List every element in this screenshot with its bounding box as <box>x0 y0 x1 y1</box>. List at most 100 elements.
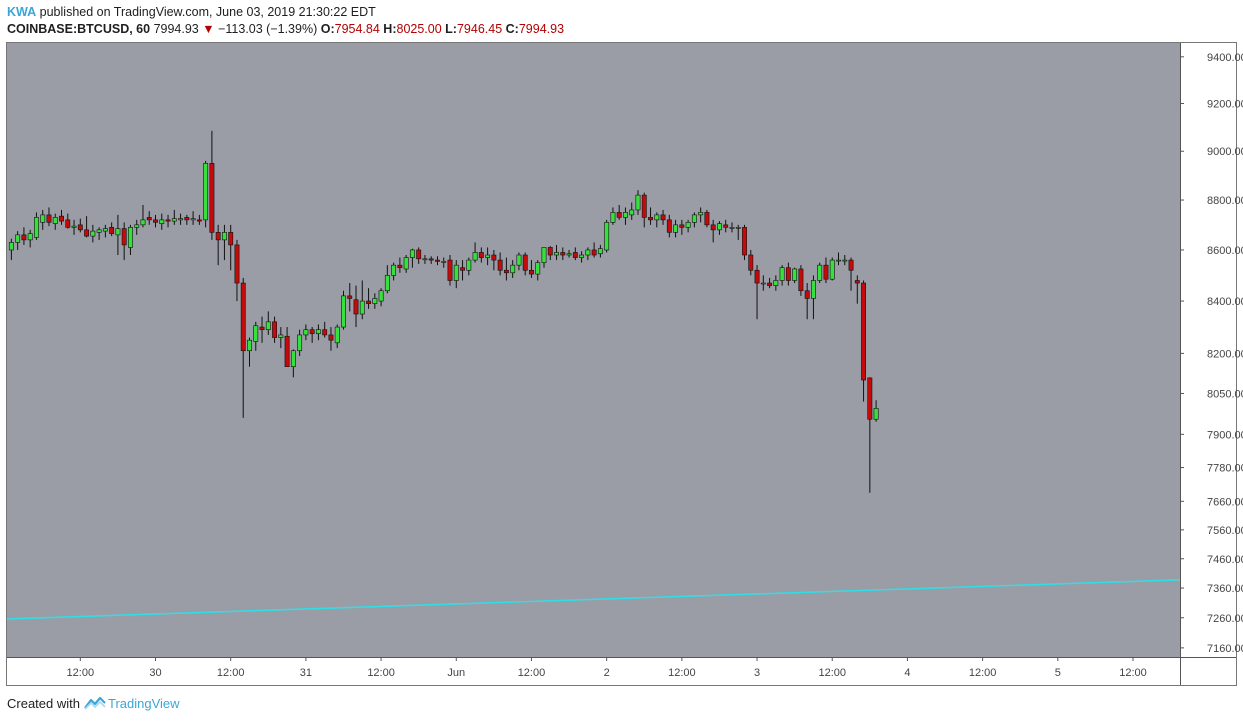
candle[interactable] <box>748 249 754 276</box>
candle[interactable] <box>792 267 798 284</box>
candle[interactable] <box>391 262 397 281</box>
candle[interactable] <box>109 222 115 237</box>
candle[interactable] <box>46 207 52 227</box>
candle[interactable] <box>516 252 522 271</box>
candle[interactable] <box>754 265 760 320</box>
candle[interactable] <box>322 321 328 338</box>
candle[interactable] <box>861 280 866 402</box>
candle[interactable] <box>623 207 628 225</box>
candle[interactable] <box>171 209 177 225</box>
candle[interactable] <box>560 247 566 261</box>
candle[interactable] <box>416 247 422 264</box>
candle[interactable] <box>529 260 534 278</box>
candle[interactable] <box>134 219 140 235</box>
candle[interactable] <box>660 209 666 225</box>
candle[interactable] <box>572 247 578 261</box>
candle[interactable] <box>785 262 791 286</box>
candle[interactable] <box>591 242 597 258</box>
tradingview-brand-link[interactable]: TradingView <box>107 696 180 711</box>
candle[interactable] <box>353 285 359 328</box>
candle[interactable] <box>71 219 77 235</box>
candle[interactable] <box>829 257 835 281</box>
candle[interactable] <box>77 218 83 233</box>
candle[interactable] <box>635 190 641 215</box>
candle[interactable] <box>779 265 785 286</box>
candle[interactable] <box>65 213 71 229</box>
candle[interactable] <box>121 222 127 261</box>
candle[interactable] <box>366 288 371 309</box>
candle[interactable] <box>403 255 409 273</box>
candle[interactable] <box>836 252 841 266</box>
candle[interactable] <box>115 214 121 256</box>
candle[interactable] <box>510 260 516 278</box>
candle[interactable] <box>40 209 46 230</box>
candle[interactable] <box>673 219 679 238</box>
candle[interactable] <box>52 213 58 230</box>
candle[interactable] <box>854 275 860 304</box>
candle[interactable] <box>334 324 340 349</box>
candle[interactable] <box>222 224 227 261</box>
candle[interactable] <box>873 400 879 422</box>
candle[interactable] <box>460 260 465 281</box>
candle[interactable] <box>178 213 183 225</box>
candle[interactable] <box>723 219 729 233</box>
candle[interactable] <box>717 221 722 235</box>
candle[interactable] <box>579 251 585 263</box>
candle[interactable] <box>159 213 165 230</box>
candle[interactable] <box>259 316 265 343</box>
candle[interactable] <box>196 214 202 225</box>
candle[interactable] <box>648 207 653 225</box>
candle[interactable] <box>90 224 96 243</box>
candle[interactable] <box>228 224 234 271</box>
candle[interactable] <box>685 219 691 233</box>
candle[interactable] <box>485 247 491 266</box>
candle[interactable] <box>272 316 277 343</box>
candle[interactable] <box>597 244 603 258</box>
candle[interactable] <box>409 248 415 268</box>
candle[interactable] <box>610 207 616 225</box>
candle[interactable] <box>804 283 810 320</box>
candle[interactable] <box>691 212 697 228</box>
candle[interactable] <box>96 227 102 240</box>
candle[interactable] <box>247 337 252 367</box>
candle[interactable] <box>84 216 90 238</box>
candle[interactable] <box>867 377 873 493</box>
candle[interactable] <box>811 275 816 320</box>
candle[interactable] <box>372 293 378 309</box>
candle[interactable] <box>284 327 290 367</box>
candle[interactable] <box>153 214 158 228</box>
candle[interactable] <box>535 260 541 281</box>
candle[interactable] <box>8 238 14 261</box>
candle[interactable] <box>341 290 346 330</box>
trendline[interactable] <box>6 579 1181 620</box>
candle[interactable] <box>604 219 610 253</box>
candle[interactable] <box>253 321 259 351</box>
candle[interactable] <box>466 257 472 276</box>
candle[interactable] <box>34 212 39 240</box>
candle[interactable] <box>472 242 478 263</box>
candle[interactable] <box>359 280 365 320</box>
candle[interactable] <box>303 324 309 341</box>
candle[interactable] <box>215 224 221 266</box>
candle[interactable] <box>478 247 484 263</box>
candle[interactable] <box>497 252 503 276</box>
candle[interactable] <box>547 246 553 261</box>
candle[interactable] <box>823 257 829 284</box>
candle[interactable] <box>767 277 773 289</box>
candle[interactable] <box>140 204 146 228</box>
price-axis[interactable]: 9400.00 9200.00 9000.00 8800.00 8600.00 8400.… <box>1180 52 1243 655</box>
candle[interactable] <box>704 209 710 228</box>
candle[interactable] <box>209 130 215 240</box>
candle[interactable] <box>146 211 152 225</box>
candle[interactable] <box>165 214 171 228</box>
candle[interactable] <box>265 311 271 335</box>
candle[interactable] <box>347 283 353 312</box>
candle[interactable] <box>698 207 704 223</box>
candle[interactable] <box>102 224 108 238</box>
candle[interactable] <box>203 160 209 228</box>
candle[interactable] <box>290 349 296 378</box>
candle[interactable] <box>773 275 779 291</box>
candle[interactable] <box>760 275 766 291</box>
candle[interactable] <box>309 327 315 343</box>
candle[interactable] <box>190 211 196 225</box>
